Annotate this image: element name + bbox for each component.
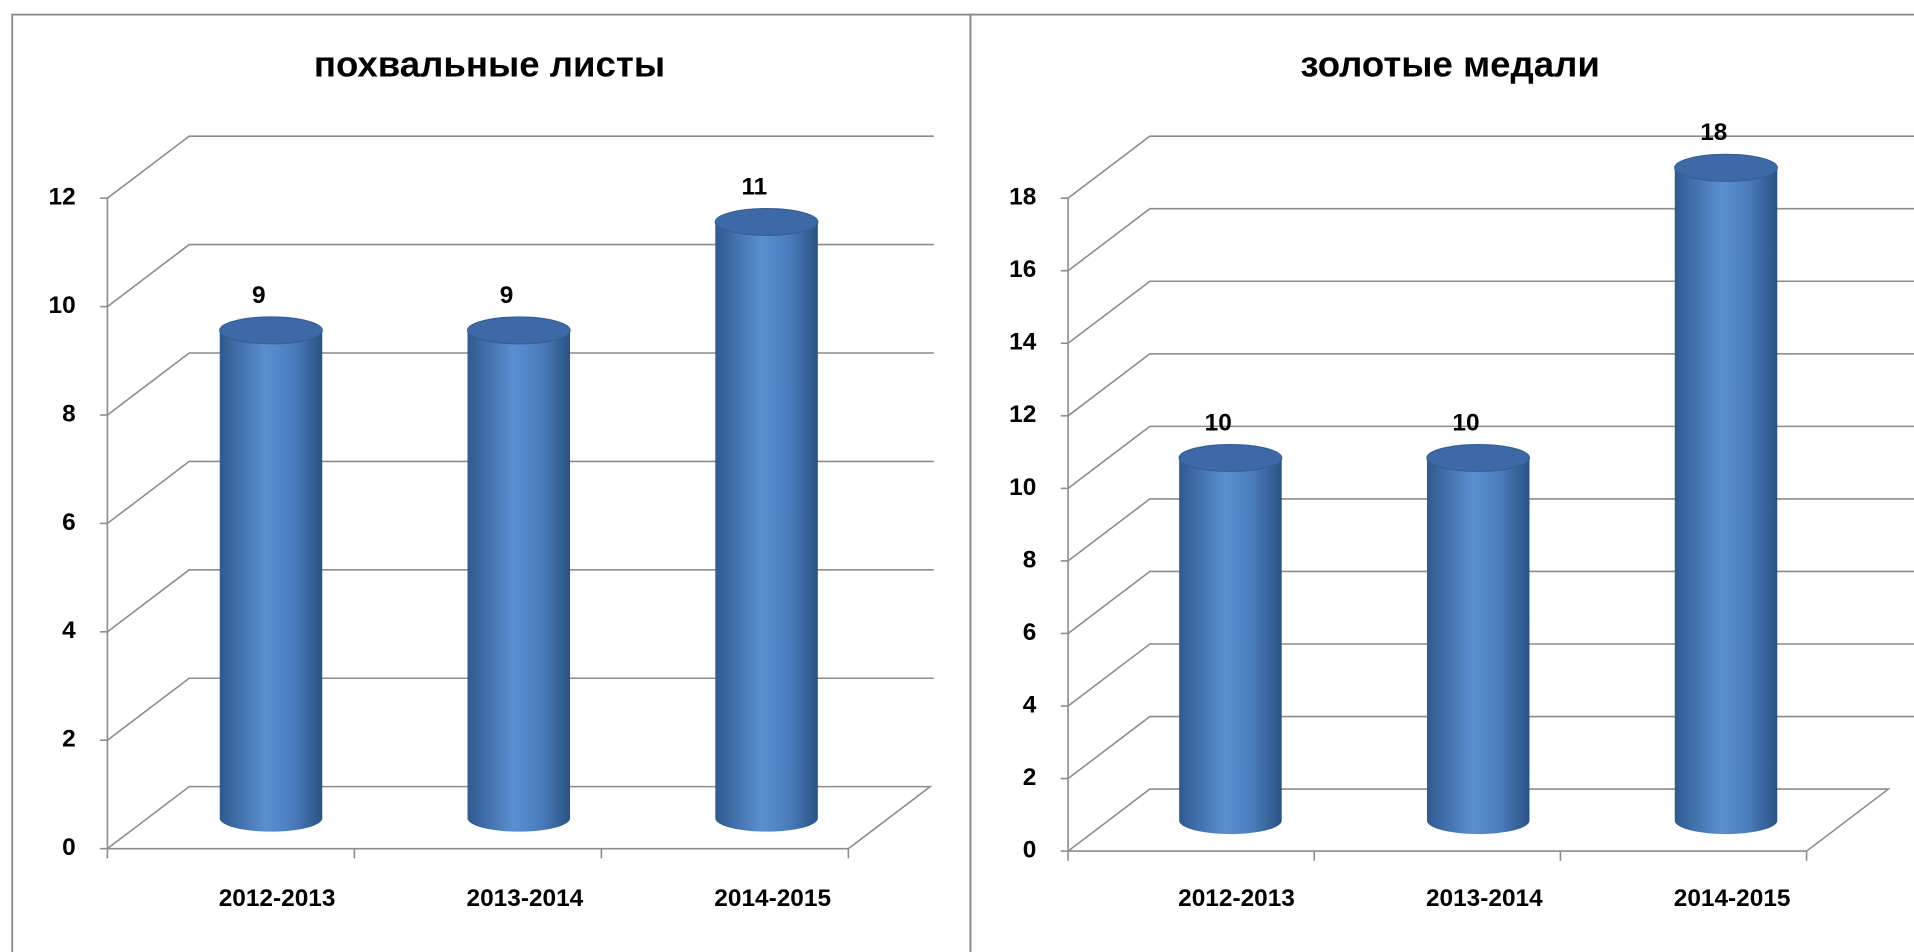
x-tick-label: 2013-2014: [467, 885, 584, 912]
bar-top: [1426, 443, 1531, 472]
bar-top: [714, 208, 819, 236]
y-tick-label: 14: [1009, 329, 1037, 356]
x-tick-label: 2014-2015: [714, 885, 831, 912]
chart-title: золотые медали: [1300, 44, 1599, 85]
grid-line: [1067, 715, 1914, 780]
y-tick-label: 8: [1023, 546, 1037, 573]
bar: [1426, 457, 1530, 835]
bar: [467, 330, 571, 832]
x-tick-label: 2013-2014: [1426, 885, 1543, 912]
grid-line: [1067, 643, 1914, 707]
bar: [219, 330, 323, 832]
y-tick-label: 6: [1023, 619, 1037, 646]
y-tick-label: 8: [62, 400, 76, 427]
y-tick-label: 4: [62, 617, 76, 644]
bar-top: [1674, 153, 1778, 182]
value-label: 18: [1700, 119, 1727, 146]
grid-line: [106, 460, 934, 525]
value-label: 11: [741, 173, 767, 200]
x-tick-label: 2014-2015: [1674, 885, 1791, 912]
grid-line: [106, 569, 934, 633]
y-tick-label: 18: [1009, 184, 1036, 211]
bar: [1674, 167, 1778, 835]
grid-line: [1067, 498, 1914, 562]
y-tick-label: 0: [62, 834, 76, 861]
value-label: 9: [252, 282, 266, 309]
bar: [1179, 457, 1282, 835]
grid-line: [106, 677, 934, 741]
value-label: 10: [1452, 409, 1479, 436]
grid-line: [106, 135, 934, 199]
value-label: 9: [500, 282, 514, 309]
grid-line: [106, 243, 934, 308]
bar-top: [1178, 443, 1283, 472]
y-tick-label: 16: [1009, 256, 1036, 283]
y-tick-label: 2: [62, 726, 76, 753]
x-tick-label: 2012-2013: [219, 885, 336, 912]
x-tick-label: 2012-2013: [1178, 885, 1295, 912]
grid-line: [1067, 570, 1914, 635]
grid-line: [106, 352, 934, 416]
y-tick-label: 4: [1023, 691, 1037, 718]
y-tick-label: 10: [49, 292, 76, 319]
y-tick-label: 2: [1023, 764, 1037, 791]
bar-top: [219, 316, 323, 345]
bar: [715, 221, 818, 832]
panel-right: [969, 13, 1914, 952]
y-tick-label: 10: [1009, 474, 1036, 501]
y-tick-label: 12: [49, 184, 76, 211]
value-label: 10: [1205, 409, 1232, 436]
chart-title: похвальные листы: [314, 44, 665, 85]
grid-line: [1067, 135, 1914, 199]
grid-line: [1067, 425, 1914, 489]
y-tick-label: 6: [62, 509, 76, 536]
y-tick-label: 12: [1009, 401, 1036, 428]
grid-line: [1067, 280, 1914, 344]
grid-line: [1067, 353, 1914, 417]
bar-top: [466, 316, 571, 345]
y-tick-label: 0: [1023, 837, 1037, 864]
grid-line: [1067, 207, 1914, 272]
